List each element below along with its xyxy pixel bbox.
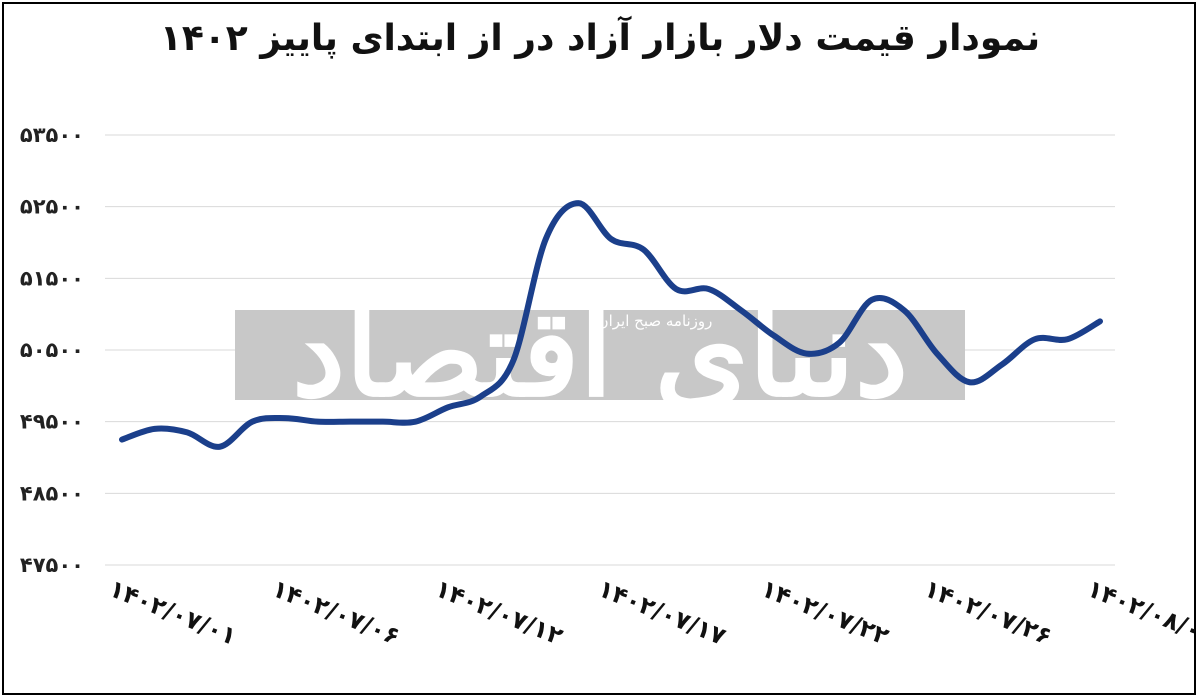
data-point [1034, 338, 1036, 340]
data-point [219, 446, 221, 448]
data-point [317, 421, 319, 423]
y-tick-label: ۵۰۵۰۰ [20, 338, 84, 362]
data-point [1099, 320, 1101, 322]
data-point [806, 353, 808, 355]
data-point [284, 417, 286, 419]
data-point [708, 288, 710, 290]
x-tick-label: ۱۴۰۲/۰۷/۱۷ [594, 574, 730, 651]
data-point [447, 406, 449, 408]
data-point [1066, 338, 1068, 340]
data-point [512, 360, 514, 362]
chart-title: نمودار قیمت دلار بازار آزاد در از ابتدای… [159, 18, 1041, 59]
watermark: دنیای اقتصاد روزنامه صبح ایران [235, 283, 965, 424]
data-point [643, 249, 645, 251]
data-point [610, 238, 612, 240]
x-tick-label: ۱۴۰۲/۰۷/۰۶ [268, 574, 403, 650]
series-layer [119, 200, 1103, 450]
y-axis-ticks: ۴۷۵۰۰ ۴۸۵۰۰ ۴۹۵۰۰ ۵۰۵۰۰ ۵۱۵۰۰ ۵۲۵۰۰ ۵۳۵۰۰ [20, 123, 84, 577]
data-point [121, 439, 123, 441]
x-tick-label: ۱۴۰۲/۰۸/۰۱ [1083, 574, 1200, 650]
data-point [903, 310, 905, 312]
data-point [871, 299, 873, 301]
data-point [349, 421, 351, 423]
y-tick-label: ۴۸۵۰۰ [20, 481, 84, 505]
data-point [382, 421, 384, 423]
data-point [675, 288, 677, 290]
y-tick-label: ۵۱۵۰۰ [20, 266, 84, 290]
data-point [480, 396, 482, 398]
data-point [577, 202, 579, 204]
x-axis-ticks: ۱۴۰۲/۰۷/۰۱ ۱۴۰۲/۰۷/۰۶ ۱۴۰۲/۰۷/۱۲ ۱۴۰۲/۰۷/۱۷… [105, 574, 1200, 651]
x-tick-label: ۱۴۰۲/۰۷/۰۱ [105, 574, 240, 650]
watermark-band [235, 310, 965, 400]
data-point [154, 428, 156, 430]
data-point [936, 353, 938, 355]
y-tick-label: ۴۹۵۰۰ [20, 410, 84, 434]
data-point [545, 238, 547, 240]
data-point [186, 431, 188, 433]
watermark-subtitle: روزنامه صبح ایران [598, 312, 713, 330]
x-tick-label: ۱۴۰۲/۰۷/۲۲ [757, 574, 893, 651]
data-point [740, 310, 742, 312]
x-tick-label: ۱۴۰۲/۰۷/۱۲ [431, 574, 567, 651]
data-point [1001, 363, 1003, 365]
data-point [838, 342, 840, 344]
data-point [969, 381, 971, 383]
data-point [414, 421, 416, 423]
data-point [251, 421, 253, 423]
data-point [773, 335, 775, 337]
y-tick-label: ۴۷۵۰۰ [20, 553, 84, 577]
y-tick-label: ۵۲۵۰۰ [20, 195, 84, 219]
y-tick-label: ۵۳۵۰۰ [20, 123, 84, 147]
x-tick-label: ۱۴۰۲/۰۷/۲۶ [920, 574, 1055, 650]
